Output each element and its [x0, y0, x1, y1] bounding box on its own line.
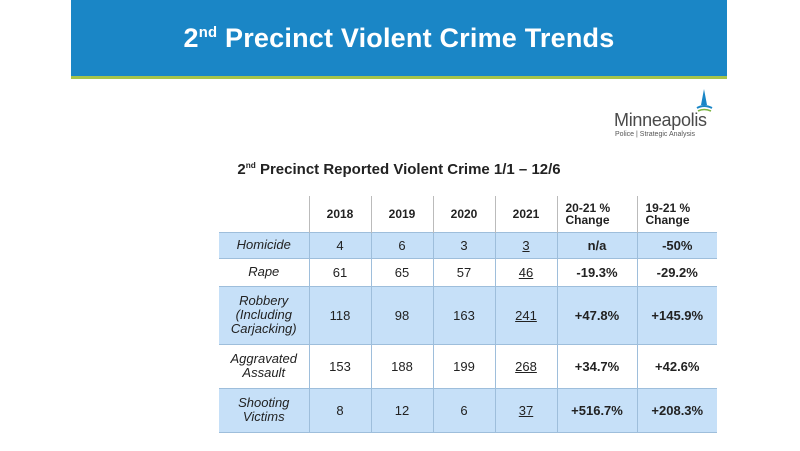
slide: 2nd Precinct Violent Crime Trends Minnea… [71, 0, 727, 451]
cell-19-21-change: -50% [636, 231, 717, 259]
cell-2021: 3 [494, 231, 557, 259]
table-row-rape: Rape 61 65 57 46 -19.3% -29.2% [219, 257, 717, 287]
row-label: Robbery (Including Carjacking) [219, 285, 310, 345]
table-row-homicide: Homicide 4 6 3 3 n/a -50% [219, 231, 717, 259]
minneapolis-police-logo: Minneapolis Police | Strategic Analysis [614, 88, 714, 146]
cell-19-21-change: +208.3% [636, 387, 717, 433]
cell-2018: 8 [308, 387, 371, 433]
cell-20-21-change: -19.3% [556, 257, 637, 287]
cell-2018: 61 [308, 257, 371, 287]
title-banner: 2nd Precinct Violent Crime Trends [71, 0, 727, 76]
cell-2020: 163 [432, 285, 495, 345]
cell-19-21-change: -29.2% [636, 257, 717, 287]
cell-20-21-change: +516.7% [556, 387, 637, 433]
header-20-21-change: 20-21 % Change [556, 196, 637, 232]
banner-accent-rule [71, 76, 727, 79]
cell-2021: 37 [494, 387, 557, 433]
cell-19-21-change: +42.6% [636, 343, 717, 389]
cell-2019: 65 [370, 257, 433, 287]
row-label: Shooting Victims [219, 387, 310, 433]
logo-mark-icon [696, 89, 713, 112]
table-row-shooting-victims: Shooting Victims 8 12 6 37 +516.7% +208.3… [219, 387, 717, 433]
cell-2020: 199 [432, 343, 495, 389]
header-2021: 2021 [494, 196, 557, 232]
cell-2021: 46 [494, 257, 557, 287]
cell-2019: 12 [370, 387, 433, 433]
cell-19-21-change: +145.9% [636, 285, 717, 345]
table-row-aggravated-assault: Aggravated Assault 153 188 199 268 +34.7%… [219, 343, 717, 389]
cell-2021: 268 [494, 343, 557, 389]
slide-title: 2nd Precinct Violent Crime Trends [183, 22, 615, 53]
cell-2018: 153 [308, 343, 371, 389]
cell-20-21-change: n/a [556, 231, 637, 259]
header-2018: 2018 [308, 196, 371, 232]
header-19-21-change: 19-21 % Change [636, 196, 717, 232]
cell-2021: 241 [494, 285, 557, 345]
table-title: 2nd Precinct Reported Violent Crime 1/1 … [237, 161, 561, 178]
header-2019: 2019 [370, 196, 433, 232]
header-blank [219, 196, 309, 232]
cell-20-21-change: +34.7% [556, 343, 637, 389]
table-header-row: 2018 2019 2020 2021 20-21 % Change 19-21 … [219, 196, 717, 232]
logo-wordmark: Minneapolis [614, 110, 707, 130]
cell-2018: 4 [308, 231, 371, 259]
row-label: Rape [219, 257, 310, 287]
cell-2020: 57 [432, 257, 495, 287]
cell-2019: 98 [370, 285, 433, 345]
cell-2019: 6 [370, 231, 433, 259]
cell-2020: 3 [432, 231, 495, 259]
cell-20-21-change: +47.8% [556, 285, 637, 345]
row-label: Homicide [219, 231, 310, 259]
row-label: Aggravated Assault [219, 343, 310, 389]
cell-2019: 188 [370, 343, 433, 389]
violent-crime-table: 2018 2019 2020 2021 20-21 % Change 19-21 … [219, 196, 717, 433]
cell-2018: 118 [308, 285, 371, 345]
table-row-robbery: Robbery (Including Carjacking) 118 98 163 … [219, 285, 717, 345]
logo-tagline: Police | Strategic Analysis [615, 131, 696, 138]
cell-2020: 6 [432, 387, 495, 433]
header-2020: 2020 [432, 196, 495, 232]
